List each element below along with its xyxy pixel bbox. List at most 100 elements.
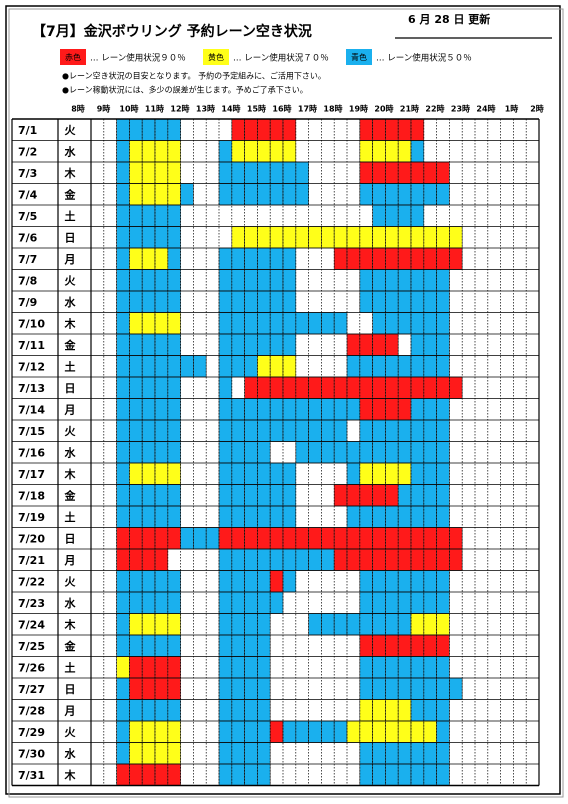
slot bbox=[129, 247, 143, 270]
date: 7/12 bbox=[18, 360, 45, 373]
slot bbox=[141, 247, 156, 270]
slot bbox=[218, 269, 233, 292]
slot bbox=[359, 462, 373, 485]
slot bbox=[218, 613, 233, 636]
slot bbox=[372, 161, 386, 184]
slot bbox=[385, 720, 399, 743]
slot bbox=[385, 247, 399, 270]
weekday: 木 bbox=[64, 316, 77, 330]
slot bbox=[167, 290, 181, 313]
slot bbox=[333, 398, 348, 421]
slot bbox=[295, 183, 309, 206]
hour-label: 1時 bbox=[505, 104, 519, 114]
slot bbox=[359, 548, 373, 571]
slot bbox=[397, 161, 412, 184]
slot bbox=[257, 505, 271, 528]
slot bbox=[167, 118, 181, 141]
slot bbox=[218, 419, 233, 442]
weekday: 土 bbox=[65, 660, 76, 674]
slot bbox=[346, 484, 361, 507]
slot bbox=[282, 161, 297, 184]
slot bbox=[436, 527, 450, 550]
slot bbox=[141, 183, 156, 206]
slot bbox=[141, 441, 156, 464]
slot bbox=[154, 419, 169, 442]
slot bbox=[141, 140, 156, 163]
slot bbox=[282, 312, 297, 335]
slot bbox=[269, 505, 284, 528]
slot bbox=[244, 634, 258, 657]
slot bbox=[397, 376, 412, 399]
slot bbox=[167, 247, 181, 270]
legend-swatch bbox=[203, 49, 229, 65]
slot bbox=[295, 548, 309, 571]
slot bbox=[372, 376, 386, 399]
slot bbox=[141, 376, 156, 399]
weekday: 日 bbox=[65, 382, 76, 395]
slot bbox=[321, 376, 335, 399]
date: 7/11 bbox=[18, 339, 45, 352]
slot bbox=[372, 204, 386, 227]
slot bbox=[231, 505, 245, 528]
slot bbox=[449, 376, 463, 399]
slot bbox=[218, 441, 233, 464]
slot bbox=[308, 441, 322, 464]
slot bbox=[231, 161, 245, 184]
slot bbox=[295, 419, 309, 442]
slot bbox=[116, 570, 130, 593]
slot bbox=[167, 742, 181, 765]
slot bbox=[167, 333, 181, 356]
slot bbox=[167, 419, 181, 442]
slot bbox=[141, 505, 156, 528]
weekday: 火 bbox=[65, 274, 77, 287]
slot bbox=[257, 763, 271, 786]
slot bbox=[129, 677, 143, 700]
hour-label: 23時 bbox=[451, 104, 470, 114]
slot bbox=[372, 290, 386, 313]
date: 7/23 bbox=[18, 597, 45, 610]
slot bbox=[167, 161, 181, 184]
slot bbox=[410, 161, 425, 184]
slot bbox=[244, 226, 258, 249]
slot bbox=[333, 720, 348, 743]
slot bbox=[218, 161, 233, 184]
slot bbox=[385, 656, 399, 679]
slot bbox=[346, 398, 361, 421]
slot bbox=[372, 484, 386, 507]
slot bbox=[244, 140, 258, 163]
slot bbox=[308, 398, 322, 421]
slot bbox=[231, 441, 245, 464]
title: 【7月】金沢ボウリング 予約レーン空き状況 bbox=[32, 23, 312, 40]
weekday: 日 bbox=[65, 231, 76, 244]
slot bbox=[257, 183, 271, 206]
slot bbox=[141, 484, 156, 507]
slot bbox=[154, 699, 169, 722]
slot bbox=[397, 570, 412, 593]
date: 7/21 bbox=[18, 554, 45, 567]
slot bbox=[167, 591, 181, 614]
slot bbox=[372, 419, 386, 442]
slot bbox=[423, 398, 437, 421]
slot bbox=[282, 247, 297, 270]
slot bbox=[167, 183, 181, 206]
slot bbox=[129, 505, 143, 528]
slot bbox=[385, 484, 399, 507]
hour-label: 18時 bbox=[323, 104, 342, 114]
slot bbox=[244, 484, 258, 507]
slot bbox=[116, 419, 130, 442]
slot bbox=[244, 677, 258, 700]
slot bbox=[129, 355, 143, 378]
slot bbox=[129, 527, 143, 550]
legend-text: … レーン使用状況７０％ bbox=[233, 53, 329, 64]
slot bbox=[218, 763, 233, 786]
slot bbox=[410, 355, 425, 378]
slot bbox=[269, 355, 284, 378]
slot bbox=[141, 290, 156, 313]
slot bbox=[423, 247, 437, 270]
hour-label: 2時 bbox=[530, 104, 544, 114]
slot bbox=[372, 269, 386, 292]
slot bbox=[308, 226, 322, 249]
slot bbox=[385, 419, 399, 442]
slot bbox=[308, 548, 322, 571]
slot bbox=[218, 634, 233, 657]
